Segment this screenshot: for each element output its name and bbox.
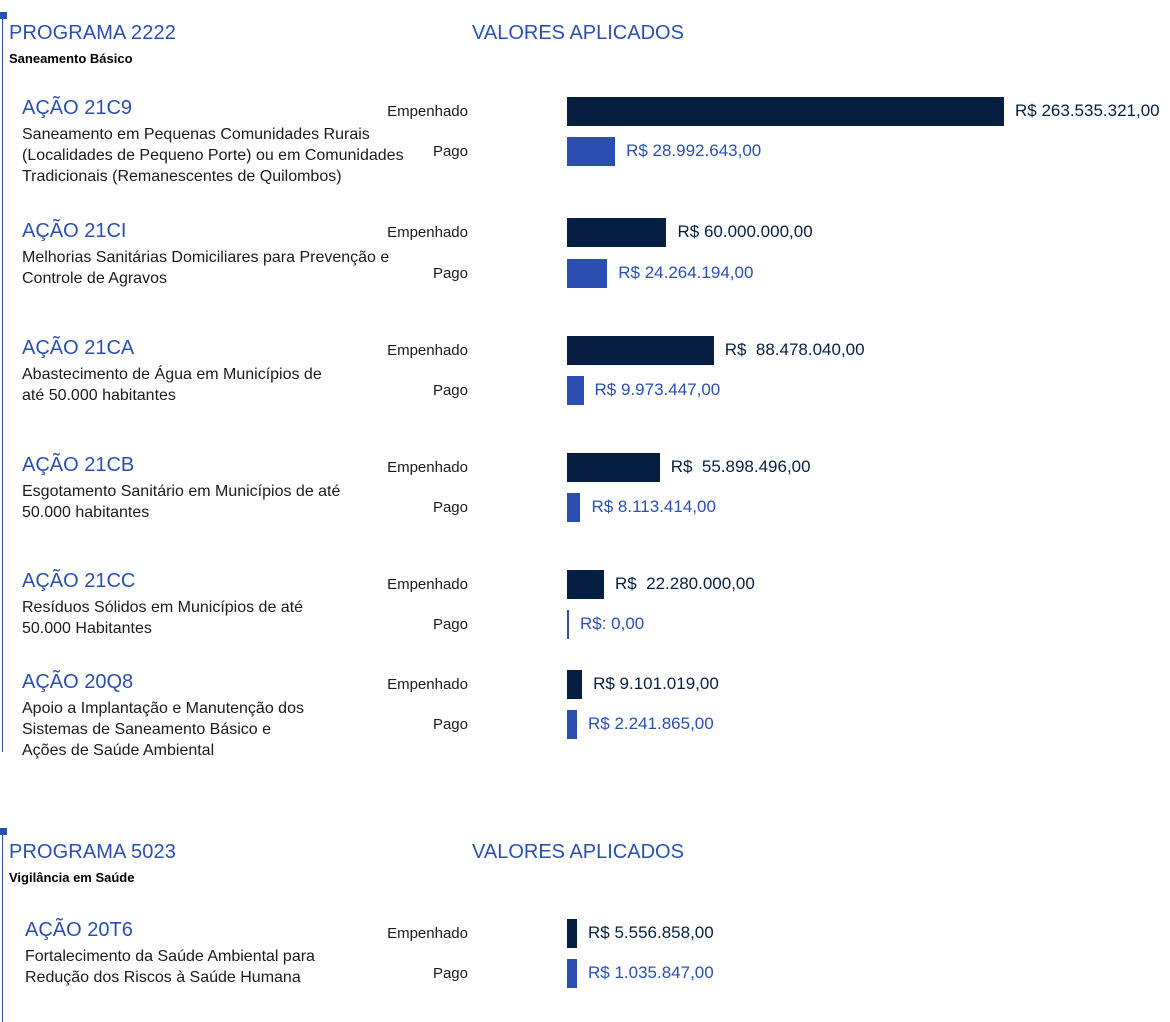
action-title: AÇÃO 21CA: [22, 337, 135, 359]
bar-label-empenhado: Empenhado: [387, 103, 468, 120]
action-description-line: Sistemas de Saneamento Básico e: [22, 721, 272, 738]
action-title: AÇÃO 21CI: [22, 220, 127, 242]
bar-label-pago: Pago: [432, 716, 468, 733]
action-title: AÇÃO 20Q8: [22, 671, 134, 693]
action-title: AÇÃO 20T6: [25, 919, 133, 941]
program-title: PROGRAMA 2222: [9, 22, 176, 44]
bar-value-pago: R$ 8.113.414,00: [591, 497, 716, 516]
bar-value-pago: R$ 9.973.447,00: [594, 380, 721, 399]
bar-value-pago: R$: 0,00: [580, 614, 645, 633]
program-subtitle: Vigilância em Saúde: [9, 870, 135, 885]
bar-pago: [567, 493, 581, 522]
action-description-line: 50.000 habitantes: [22, 504, 150, 521]
action-title: AÇÃO 21CC: [22, 570, 136, 592]
program-2222-section: PROGRAMA 2222 Saneamento Básico VALORES …: [0, 12, 684, 752]
action-description: Apoio a Implantação e Manutenção dos Sist…: [22, 698, 452, 761]
bar-empenhado: [567, 453, 660, 482]
action-description-line: Controle de Agravos: [22, 270, 167, 287]
program-title: PROGRAMA 5023: [9, 841, 176, 863]
values-title: VALORES APLICADOS: [472, 841, 684, 863]
bar-pago: [567, 610, 569, 639]
action-description-line: Tradicionais (Remanescentes de Quilombos…: [22, 168, 342, 185]
bar-label-empenhado: Empenhado: [387, 576, 468, 593]
bar-value-pago: R$ 28.992.643,00: [626, 141, 762, 160]
action-description-line: 50.000 Habitantes: [22, 620, 152, 637]
bar-value-empenhado: R$ 5.556.858,00: [588, 923, 714, 942]
bar-label-empenhado: Empenhado: [387, 224, 468, 241]
action-description-line: Resíduos Sólidos em Municípios de até: [22, 599, 304, 616]
action-description-line: Abastecimento de Água em Municípios de: [22, 366, 322, 383]
action-block: AÇÃO 21C9 Saneamento em Pequenas Comunida…: [22, 96, 452, 187]
action-description-line: Esgotamento Sanitário em Municípios de a…: [22, 483, 341, 500]
bar-value-pago: R$ 1.035.847,00: [588, 963, 714, 982]
action-description-line: Apoio a Implantação e Manutenção dos: [22, 700, 304, 717]
bar-empenhado: [567, 919, 577, 948]
action-block: AÇÃO 21CA Abastecimento de Água em Municí…: [22, 336, 452, 406]
bar-label-pago: Pago: [432, 382, 468, 399]
bar-empenhado: [567, 670, 583, 699]
bar-label-empenhado: Empenhado: [387, 459, 468, 476]
bar-empenhado: [567, 218, 667, 247]
action-description-line: Redução dos Riscos à Saúde Humana: [25, 969, 301, 986]
bar-pago: [567, 259, 608, 288]
bar-label-pago: Pago: [432, 143, 468, 160]
section-accent-marker: [0, 828, 7, 835]
program-subtitle: Saneamento Básico: [9, 51, 133, 66]
action-block: AÇÃO 21CC Resíduos Sólidos em Municípios …: [22, 569, 452, 639]
action-description-line: até 50.000 habitantes: [22, 387, 176, 404]
bar-pago: [567, 959, 577, 988]
action-description: Esgotamento Sanitário em Municípios de a…: [22, 481, 452, 523]
action-description: Saneamento em Pequenas Comunidades Rurai…: [22, 124, 452, 187]
action-title: AÇÃO 21CB: [22, 454, 135, 476]
action-description-line: Ações de Saúde Ambiental: [22, 742, 215, 759]
action-title: AÇÃO 21C9: [22, 97, 133, 119]
bar-value-pago: R$ 24.264.194,00: [618, 263, 754, 282]
bar-pago: [567, 710, 577, 739]
action-block: AÇÃO 20Q8 Apoio a Implantação e Manutençã…: [22, 670, 452, 761]
bar-pago: [567, 376, 584, 405]
bar-label-pago: Pago: [432, 616, 468, 633]
bar-label-pago: Pago: [432, 265, 468, 282]
bar-value-empenhado: R$ 22.280.000,00: [614, 574, 755, 593]
action-block: AÇÃO 20T6 Fortalecimento da Saúde Ambient…: [25, 918, 455, 988]
bar-empenhado: [567, 336, 714, 365]
action-description: Melhorias Sanitárias Domiciliares para P…: [22, 247, 452, 289]
section-accent-marker: [0, 12, 7, 19]
bar-value-empenhado: R$ 55.898.496,00: [670, 457, 811, 476]
bar-empenhado: [567, 570, 604, 599]
action-description: Abastecimento de Água em Municípios de at…: [22, 364, 452, 406]
section-divider-line: [2, 835, 3, 1022]
values-title: VALORES APLICADOS: [472, 22, 684, 44]
action-block: AÇÃO 21CB Esgotamento Sanitário em Municí…: [22, 453, 452, 523]
bar-label-pago: Pago: [432, 965, 468, 982]
section-divider-line: [2, 19, 3, 752]
bar-label-empenhado: Empenhado: [387, 676, 468, 693]
bar-label-pago: Pago: [432, 499, 468, 516]
action-block: AÇÃO 21CI Melhorias Sanitárias Domiciliar…: [22, 219, 452, 289]
bar-pago: [567, 137, 616, 166]
action-description-line: Melhorias Sanitárias Domiciliares para P…: [22, 249, 390, 266]
action-description: Fortalecimento da Saúde Ambiental para Re…: [25, 946, 455, 988]
bar-value-empenhado: R$ 263.535.321,00: [1015, 101, 1160, 120]
action-description-line: (Localidades de Pequeno Porte) ou em Com…: [22, 147, 404, 164]
bar-label-empenhado: Empenhado: [387, 925, 468, 942]
bar-value-pago: R$ 2.241.865,00: [588, 714, 714, 733]
bar-label-empenhado: Empenhado: [387, 342, 468, 359]
bar-value-empenhado: R$ 88.478.040,00: [724, 340, 865, 359]
bar-value-empenhado: R$ 60.000.000,00: [677, 222, 813, 241]
action-description-line: Fortalecimento da Saúde Ambiental para: [25, 948, 315, 965]
bar-value-empenhado: R$ 9.101.019,00: [593, 674, 719, 693]
action-description: Resíduos Sólidos em Municípios de até 50.…: [22, 597, 452, 639]
bar-empenhado: [567, 97, 1004, 126]
action-description-line: Saneamento em Pequenas Comunidades Rurai…: [22, 126, 370, 143]
